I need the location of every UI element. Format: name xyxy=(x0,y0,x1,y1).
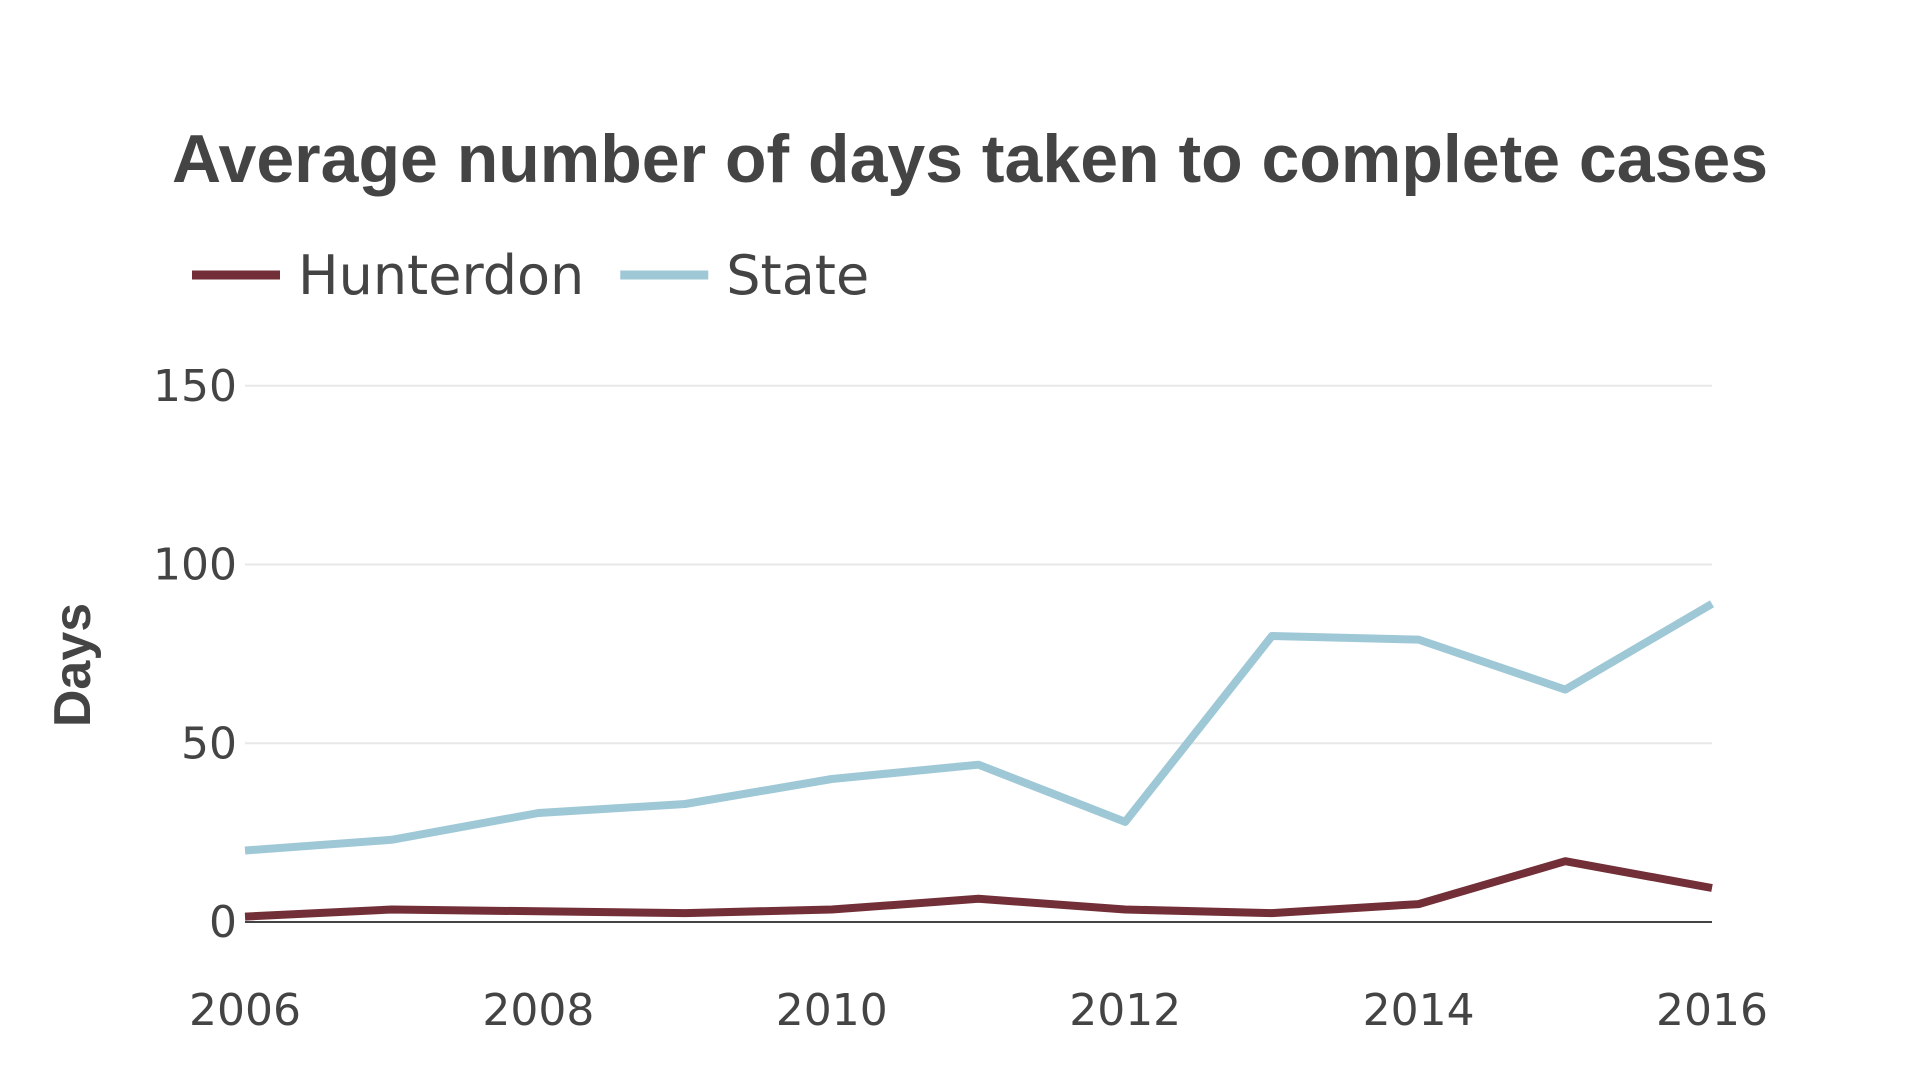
y-axis-title: Days xyxy=(44,603,102,727)
chart-title: Average number of days taken to complete… xyxy=(172,121,1768,197)
series-line-state xyxy=(244,600,1715,855)
x-tick-label: 2014 xyxy=(1363,985,1475,1036)
y-tick-label: 150 xyxy=(153,361,237,412)
series-lines xyxy=(244,600,1715,921)
x-tick-label: 2006 xyxy=(189,985,301,1036)
legend-label-hunterdon: Hunterdon xyxy=(298,244,584,307)
x-tick-label: 2010 xyxy=(776,985,888,1036)
x-tick-label: 2008 xyxy=(482,985,594,1036)
series-line-hunterdon xyxy=(244,857,1713,921)
gridlines xyxy=(245,384,1712,923)
y-axis-ticks: 0 50 100 150 xyxy=(153,361,237,948)
legend: Hunterdon State xyxy=(192,244,869,307)
x-tick-label: 2012 xyxy=(1069,985,1181,1036)
x-axis-ticks: 2006 2008 2010 2012 2014 2016 xyxy=(189,985,1768,1036)
y-tick-label: 100 xyxy=(153,540,237,591)
x-tick-label: 2016 xyxy=(1656,985,1768,1036)
y-tick-label: 50 xyxy=(181,718,237,769)
legend-label-state: State xyxy=(726,244,869,307)
y-tick-label: 0 xyxy=(209,897,237,948)
